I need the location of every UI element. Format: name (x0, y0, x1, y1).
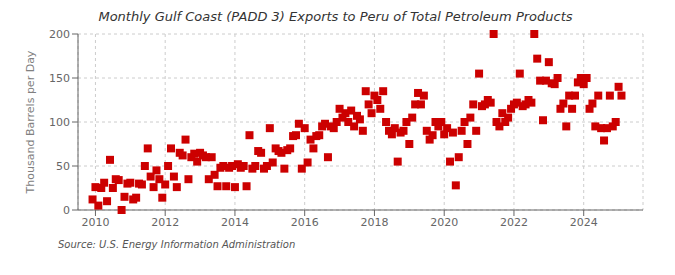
svg-text:2018: 2018 (360, 216, 388, 229)
svg-text:150: 150 (49, 72, 70, 85)
svg-text:2020: 2020 (430, 216, 458, 229)
svg-text:100: 100 (49, 116, 70, 129)
svg-text:2024: 2024 (570, 216, 598, 229)
html-text:Monthly Gulf Coast (PADD 3) Ex: Monthly Gulf Coast (PADD 3) Exports to P… (98, 9, 573, 24)
svg-text:Thousand Barrels per Day: Thousand Barrels per Day (24, 50, 37, 194)
svg-text:0: 0 (63, 204, 70, 217)
svg-text:2014: 2014 (221, 216, 249, 229)
html-text:Source: U.S. Energy Informatio: Source: U.S. Energy Information Administ… (58, 239, 296, 250)
svg-text:50: 50 (56, 160, 70, 173)
svg-text:200: 200 (49, 28, 70, 41)
svg-text:2010: 2010 (81, 216, 109, 229)
svg-text:2016: 2016 (291, 216, 319, 229)
svg-text:2012: 2012 (151, 216, 179, 229)
svg-text:2022: 2022 (500, 216, 528, 229)
